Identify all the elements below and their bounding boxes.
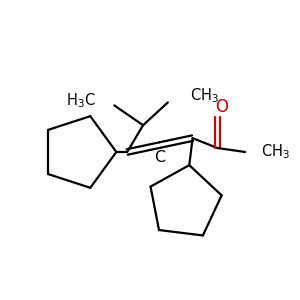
Text: CH$_3$: CH$_3$ (261, 142, 290, 161)
Text: H$_3$C: H$_3$C (66, 91, 95, 110)
Text: C: C (154, 150, 166, 165)
Text: O: O (215, 98, 228, 116)
Text: CH$_3$: CH$_3$ (190, 86, 219, 105)
